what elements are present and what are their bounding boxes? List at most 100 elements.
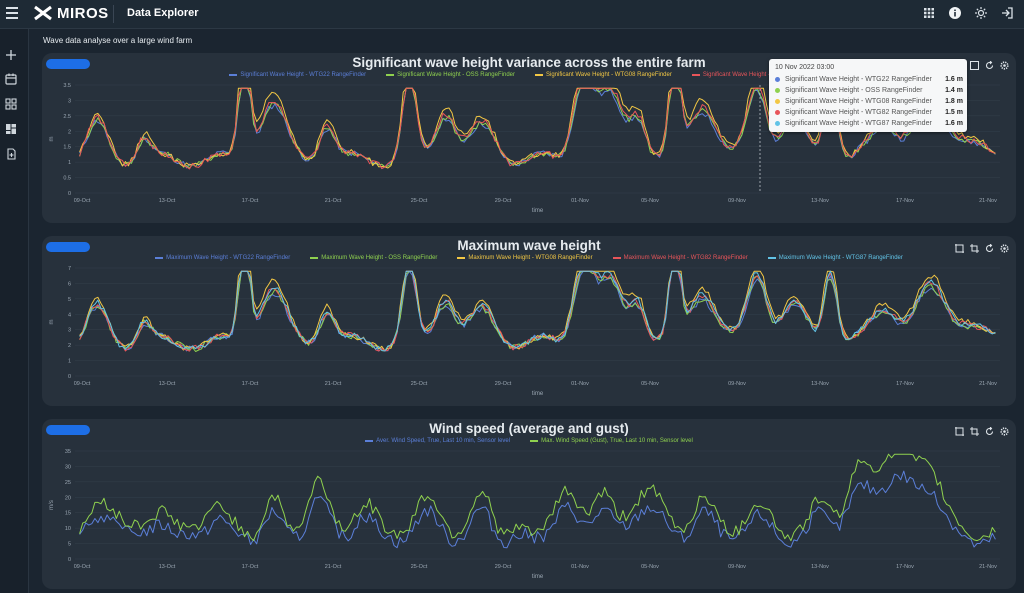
chart-tag-pill[interactable] [46, 242, 90, 252]
zoom-icon[interactable] [955, 423, 964, 436]
legend-label: Max. Wind Speed (Gust), True, Last 10 mi… [541, 438, 693, 444]
reset-icon[interactable] [985, 423, 994, 436]
x-tick-label: 17-Oct [242, 564, 259, 570]
x-tick-label: 13-Nov [811, 381, 829, 387]
chart-plot[interactable]: 0 5 10 15 20 25 30 35 m/s 09-Oct 13-Oct 17-Oct 21-Oc… [42, 419, 1016, 589]
x-tick-label: 29-Oct [495, 381, 512, 387]
tooltip-series-name: Significant Wave Height - OSS RangeFinde… [785, 87, 923, 94]
reset-icon[interactable] [985, 240, 994, 253]
legend-item[interactable]: Maximum Wave Height - WTG82 RangeFinder [612, 255, 748, 261]
tooltip-row: Significant Wave Height - WTG87 RangeFin… [775, 120, 963, 127]
tooltip-series-name: Significant Wave Height - WTG87 RangeFin… [785, 120, 932, 127]
x-tick-label: 17-Oct [242, 198, 259, 204]
y-tick-label: 30 [65, 464, 71, 470]
legend-swatch [386, 74, 395, 76]
chart-plot[interactable]: 0 1 2 3 4 5 6 7 m 09-Oct 13-Oct 17-Oct 21-Oct 25-Oct 2… [42, 236, 1016, 406]
y-axis-label: m/s [49, 500, 55, 510]
x-axis-label: time [532, 208, 544, 214]
legend-item[interactable]: Max. Wind Speed (Gust), True, Last 10 mi… [530, 438, 693, 444]
y-tick-label: 2 [68, 343, 71, 349]
reset-icon[interactable] [985, 57, 994, 70]
y-tick-label: 0 [68, 374, 71, 380]
x-tick-label: 29-Oct [495, 198, 512, 204]
legend-label: Maximum Wave Height - WTG87 RangeFinder [778, 255, 903, 261]
logout-icon[interactable] [1000, 6, 1014, 20]
chart-panel-maximum-wave-height: Maximum wave height Maximum Wave Height … [42, 236, 1016, 406]
zoom-reset-icon[interactable] [970, 240, 979, 253]
chart-title: Significant wave height variance across … [352, 55, 706, 70]
info-icon[interactable] [948, 6, 962, 20]
legend-label: Aver. Wind Speed, True, Last 10 min, Sen… [376, 438, 511, 444]
x-tick-label: 21-Nov [979, 564, 997, 570]
zoom-icon[interactable] [955, 240, 964, 253]
x-tick-label: 09-Nov [728, 564, 746, 570]
theme-icon[interactable] [974, 6, 988, 20]
y-tick-label: 0 [68, 191, 71, 197]
x-tick-label: 01-Nov [571, 381, 589, 387]
y-tick-label: 25 [65, 480, 71, 486]
x-tick-label: 01-Nov [571, 198, 589, 204]
y-tick-label: 3 [68, 328, 71, 334]
x-tick-label: 09-Oct [74, 564, 91, 570]
x-tick-label: 25-Oct [411, 564, 428, 570]
legend-item[interactable]: Significant Wave Height - WTG82 RangeFin… [691, 72, 829, 78]
settings-icon[interactable] [1000, 423, 1009, 436]
x-tick-label: 21-Nov [979, 198, 997, 204]
tooltip-dot [775, 110, 780, 115]
y-tick-label: 10 [65, 526, 71, 532]
zoom-icon[interactable] [970, 57, 979, 70]
tooltip-row: Significant Wave Height - WTG08 RangeFin… [775, 98, 963, 105]
tooltip-value: 1.5 m [945, 109, 963, 116]
logo-text: MIROS [57, 4, 109, 22]
legend-swatch [530, 440, 539, 442]
legend-item[interactable]: Aver. Wind Speed, True, Last 10 min, Sen… [365, 438, 510, 444]
y-tick-label: 6 [68, 281, 71, 287]
layout-icon[interactable] [5, 122, 17, 134]
legend-swatch [457, 257, 466, 259]
dashboard-icon[interactable] [5, 97, 17, 110]
chart-plot[interactable]: 0 0.5 1 1.5 2 2.5 3 3.5 m 09-Oct 13-Oct 17-Oct 21-Oc… [42, 53, 1016, 223]
legend-item[interactable]: Significant Wave Height - OSS RangeFinde… [386, 72, 515, 78]
menu-icon[interactable] [6, 7, 18, 19]
tooltip-value: 1.6 m [945, 120, 963, 127]
y-tick-label: 0 [68, 557, 71, 563]
x-tick-label: 13-Oct [159, 564, 176, 570]
x-axis-label: time [532, 574, 544, 580]
x-tick-label: 25-Oct [411, 198, 428, 204]
y-tick-label: 1.5 [63, 145, 71, 151]
legend-item[interactable]: Significant Wave Height - WTG22 RangeFin… [229, 72, 366, 78]
x-tick-label: 09-Nov [728, 381, 746, 387]
export-icon[interactable] [5, 147, 17, 160]
x-tick-label: 05-Nov [641, 198, 659, 204]
settings-icon[interactable] [1000, 57, 1009, 70]
legend-item[interactable]: Maximum Wave Height - WTG22 RangeFinder [155, 255, 290, 261]
y-tick-label: 2 [68, 129, 71, 135]
chart-tag-pill[interactable] [46, 425, 90, 435]
tooltip-dot [775, 99, 780, 104]
plus-icon[interactable] [5, 48, 17, 60]
tooltip-series-name: Significant Wave Height - WTG08 RangeFin… [785, 98, 932, 105]
x-tick-label: 05-Nov [641, 564, 659, 570]
y-tick-label: 4 [68, 312, 71, 318]
logo[interactable]: MIROS [33, 4, 109, 22]
calendar-icon[interactable] [5, 72, 17, 85]
chart-panel-wind-speed: Wind speed (average and gust) Aver. Wind… [42, 419, 1016, 589]
legend-swatch [365, 440, 374, 442]
series-line [79, 87, 996, 169]
y-tick-label: 1 [68, 359, 71, 365]
x-tick-label: 13-Nov [811, 198, 829, 204]
zoom-reset-icon[interactable] [970, 423, 979, 436]
legend-label: Significant Wave Height - OSS RangeFinde… [397, 72, 515, 78]
settings-icon[interactable] [1000, 240, 1009, 253]
grid-icon[interactable] [922, 6, 936, 20]
legend-swatch [535, 74, 543, 76]
chart-legend: Maximum Wave Height - WTG22 RangeFinder M… [42, 255, 1016, 261]
legend-item[interactable]: Maximum Wave Height - WTG08 RangeFinder [457, 255, 593, 261]
top-bar: MIROS Data Explorer [0, 0, 1024, 29]
legend-label: Maximum Wave Height - WTG22 RangeFinder [166, 255, 291, 261]
legend-item[interactable]: Maximum Wave Height - WTG87 RangeFinder [767, 255, 903, 261]
legend-item[interactable]: Significant Wave Height - WTG08 RangeFin… [535, 72, 672, 78]
series-line [79, 470, 996, 549]
legend-item[interactable]: Maximum Wave Height - OSS RangeFinder [310, 255, 437, 261]
chart-tag-pill[interactable] [46, 59, 90, 69]
